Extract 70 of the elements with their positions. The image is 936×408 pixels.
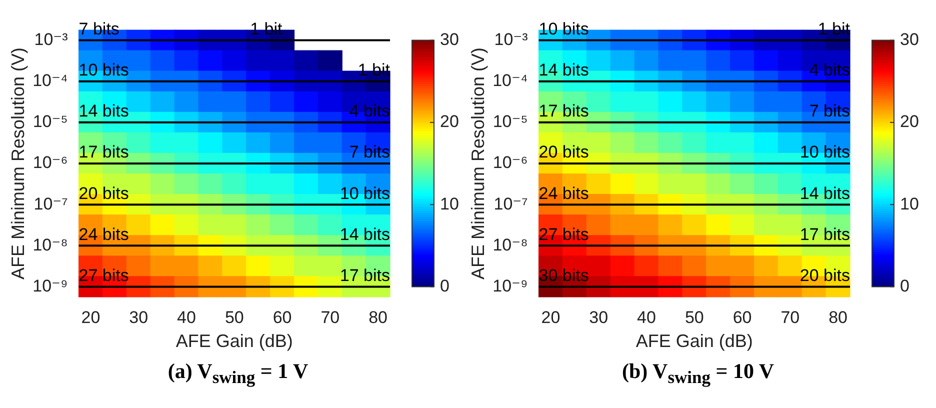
y-tick-label: 10⁻⁷	[494, 194, 528, 214]
annotation: 27 bits	[538, 224, 589, 244]
annotation: 24 bits	[538, 184, 589, 203]
annotation: 10 bits	[78, 60, 129, 80]
y-tick-label: 10⁻⁶	[32, 153, 68, 172]
annotation: 14 bits	[538, 60, 589, 80]
annotation: 1 bit	[250, 19, 283, 38]
x-tick-label: 60	[732, 308, 752, 327]
x-tick-label: 60	[272, 308, 292, 327]
x-axis-title: AFE Gain (dB)	[636, 331, 753, 352]
color-bar-label: 20	[900, 112, 919, 132]
y-tick-label: 10⁻³	[494, 30, 528, 49]
y-tick-label: 10⁻⁴	[492, 71, 528, 90]
y-tick-label: 10⁻⁸	[32, 235, 68, 254]
annotation: 14 bits	[800, 184, 850, 203]
x-tick-label: 20	[81, 308, 100, 327]
annotation: 7 bits	[78, 19, 120, 38]
y-tick-label: 10⁻⁶	[492, 153, 528, 172]
color-bar-label: 30	[440, 30, 459, 49]
annotation: 10 bits	[538, 19, 589, 38]
annotation: 24 bits	[78, 224, 129, 244]
y-tick-label: 10⁻⁵	[32, 112, 68, 132]
color-bar-label: 0	[440, 276, 450, 296]
color-bar-label: 10	[440, 194, 459, 214]
annotation: 20 bits	[538, 142, 589, 162]
text: (b) V$_{swing}$ = 10 V	[622, 359, 774, 388]
x-tick-label: 20	[541, 308, 560, 327]
annotation: 14 bits	[78, 102, 129, 121]
x-tick-label: 30	[129, 308, 148, 327]
annotation: 10 bits	[800, 142, 850, 162]
y-tick-label: 10⁻⁹	[32, 276, 68, 296]
color-bar-label: 20	[440, 112, 459, 132]
annotation: 27 bits	[78, 266, 129, 285]
y-tick-label: 10⁻⁹	[492, 276, 528, 296]
y-tick-label: 10⁻⁵	[492, 112, 528, 132]
annotation: 17 bits	[340, 266, 390, 285]
x-tick-label: 40	[637, 308, 656, 327]
annotation: 20 bits	[800, 266, 850, 285]
annotation: 7 bits	[349, 142, 390, 162]
y-tick-label: 10⁻³	[34, 30, 68, 49]
text: (a) V$_{swing}$ = 1 V	[168, 359, 308, 388]
x-tick-label: 70	[320, 308, 340, 327]
annotation: 17 bits	[538, 102, 589, 121]
annotation: 10 bits	[340, 184, 390, 203]
x-tick-label: 50	[224, 308, 244, 327]
color-bar-label: 0	[900, 276, 910, 296]
y-tick-label: 10⁻⁷	[34, 194, 68, 214]
color-bar-label: 30	[900, 30, 919, 49]
x-tick-label: 80	[828, 308, 848, 327]
y-tick-label: 10⁻⁸	[492, 235, 528, 254]
annotation: 14 bits	[340, 224, 390, 244]
x-tick-label: 40	[177, 308, 196, 327]
annotation: 20 bits	[78, 184, 129, 203]
x-tick-label: 30	[589, 308, 608, 327]
annotation: 4 bits	[349, 102, 390, 121]
annotation: 1 bit	[358, 60, 390, 80]
annotation: 17 bits	[78, 142, 129, 162]
y-axis-title: AFE Minimum Resolution (V)	[8, 47, 28, 280]
x-axis-title: AFE Gain (dB)	[176, 331, 293, 352]
annotation: 7 bits	[809, 102, 850, 121]
annotation: 30 bits	[538, 266, 589, 285]
x-tick-label: 50	[684, 308, 704, 327]
x-tick-label: 80	[368, 308, 388, 327]
y-tick-label: 10⁻⁴	[32, 71, 68, 90]
color-bar-label: 10	[900, 194, 919, 214]
y-axis-title: AFE Minimum Resolution (V)	[468, 47, 488, 280]
annotation: 1 bit	[818, 19, 850, 38]
x-tick-label: 70	[780, 308, 800, 327]
annotation: 4 bits	[809, 60, 850, 80]
annotation: 17 bits	[800, 224, 850, 244]
